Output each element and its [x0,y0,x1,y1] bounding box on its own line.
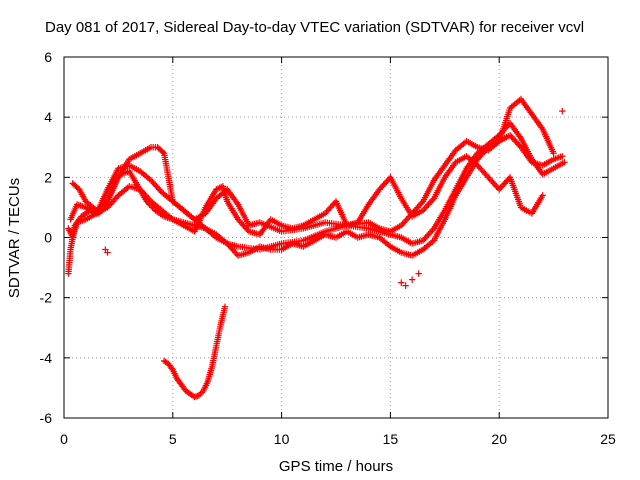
data-point-marker [539,192,546,199]
data-point-marker [221,303,229,310]
x-tick-label: 20 [491,431,507,447]
data-point-marker [104,249,111,256]
data-point-marker [402,282,409,289]
data-point-marker [198,389,206,396]
data-point-marker [550,150,557,157]
x-axis-label: GPS time / hours [279,458,393,475]
data-point-marker [559,107,566,115]
data-points [65,95,568,401]
data-point-marker [197,390,204,398]
data-point-marker [113,193,121,201]
data-point-marker [168,365,175,372]
data-point-marker [157,187,164,195]
chart-title: Day 081 of 2017, Sidereal Day-to-day VTE… [45,19,584,36]
data-point-marker [408,276,416,283]
y-tick-label: 0 [44,230,52,246]
data-point-marker [398,279,405,286]
data-point-marker [429,226,436,234]
data-point-marker [418,199,425,207]
x-tick-label: 25 [600,431,616,447]
y-tick-label: -4 [40,350,53,366]
x-tick-label: 10 [274,431,290,447]
y-tick-label: -2 [40,290,53,306]
data-point-marker [561,159,568,166]
x-tick-label: 15 [383,431,399,447]
x-tick-label: 5 [169,431,177,447]
data-point-marker [429,196,436,204]
y-tick-label: 2 [44,169,52,185]
data-point-marker [159,148,166,156]
data-point-marker [559,153,566,160]
x-axis-ticks: 0 5 10 15 20 25 [60,57,616,447]
data-point-marker [415,270,422,277]
x-tick-label: 0 [60,431,68,447]
y-axis-label: SDTVAR / TECUs [6,178,23,298]
y-tick-label: 4 [44,109,52,125]
y-axis-ticks: -6 -4 -2 0 2 4 6 [40,49,608,426]
y-tick-label: -6 [40,410,53,426]
data-point-marker [195,392,203,399]
data-point-marker [146,196,153,204]
y-tick-label: 6 [44,49,52,65]
